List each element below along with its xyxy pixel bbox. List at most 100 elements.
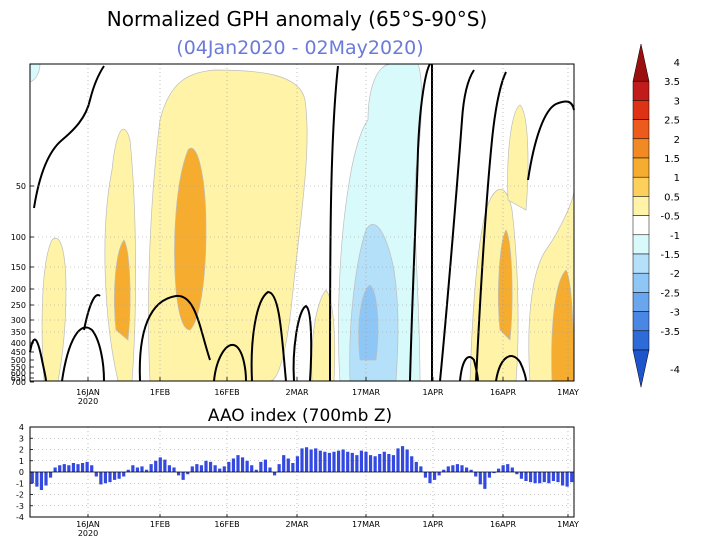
aao-bar [483, 472, 487, 489]
aao-bar [501, 465, 505, 472]
aao-bar [350, 452, 354, 473]
aao-bar [538, 472, 542, 484]
colorbar-swatch [632, 176, 650, 197]
aao-bar [542, 472, 546, 483]
aao-bar [163, 459, 167, 473]
aao-bar [391, 455, 396, 473]
aao-bar [565, 472, 569, 487]
y-tick-label: 550 [11, 363, 26, 372]
aao-y-tick-label: 4 [19, 423, 24, 432]
aao-bar [213, 465, 217, 472]
aao-bar [222, 466, 226, 473]
aao-bar [323, 451, 327, 472]
aao-y-tick-label: 1 [19, 457, 24, 466]
aao-bar [506, 464, 510, 473]
aao-x-tick-label: 16APR [490, 520, 516, 529]
aao-bar [368, 455, 373, 473]
colorbar-swatch [632, 349, 650, 388]
aao-bar [30, 472, 34, 484]
aao-x-tick-label: 2MAR [285, 520, 308, 529]
y-tick-label: 400 [11, 339, 26, 348]
y-tick-label: 50 [16, 182, 26, 191]
x-tick-label: 1APR [423, 388, 444, 397]
colorbar-swatch [632, 253, 650, 274]
aao-bar [419, 466, 423, 473]
aao-y-tick-label: 2 [19, 446, 24, 455]
colorbar-tick-label: 1.5 [664, 154, 680, 165]
aao-bar [167, 465, 172, 472]
aao-bar [314, 448, 318, 473]
aao-bar [432, 472, 437, 480]
aao-x-tick-label: 17MAR [352, 520, 381, 529]
colorbar-swatch [632, 292, 650, 312]
x-tick-label: 2MAR [285, 388, 308, 397]
aao-bar [510, 467, 514, 472]
y-tick-label: 300 [11, 316, 26, 325]
aao-y-tick-label: -4 [16, 513, 24, 522]
colorbar-tick-label: 3.5 [664, 77, 680, 88]
aao-bar [378, 454, 382, 472]
aao-y-tick-label: -3 [16, 502, 24, 511]
aao-bar [414, 461, 418, 473]
aao-bar [112, 472, 117, 480]
chart-title: Normalized GPH anomaly (65°S-90°S) [107, 7, 488, 31]
x-tick-label: 16JAN [76, 388, 100, 397]
aao-x-tick-sublabel: 2020 [78, 529, 98, 538]
aao-x-tick-label: 1APR [423, 520, 444, 529]
aao-bar [94, 472, 98, 477]
aao-y-tick-label: 3 [19, 434, 24, 443]
colorbar-tick-label: 4 [674, 58, 680, 69]
colorbar-swatch [632, 330, 650, 351]
aao-bar [341, 449, 345, 472]
aao-bar [135, 467, 140, 472]
aao-bar [58, 465, 62, 472]
aao-bar [259, 461, 263, 473]
chart-subtitle: (04Jan2020 - 02May2020) [176, 37, 423, 59]
aao-bar [382, 451, 386, 472]
aao-bar [268, 467, 272, 472]
aao-bar [199, 465, 204, 472]
aao-bar [547, 472, 551, 484]
aao-bar [364, 451, 368, 472]
aao-bar [117, 472, 121, 479]
y-tick-label: 150 [11, 263, 26, 272]
aao-x-tick-label: 1MAY [557, 520, 579, 529]
aao-bar [295, 456, 300, 472]
colorbar-tick-label: -2 [670, 269, 680, 280]
aao-bar [515, 472, 519, 475]
aao-bar [144, 469, 149, 472]
colorbar-swatch [632, 215, 650, 236]
aao-bar [76, 464, 80, 473]
aao-bar [460, 465, 464, 472]
x-tick-label: 16FEB [214, 388, 239, 397]
colorbar-tick-label: 2 [674, 135, 680, 146]
aao-bar [346, 451, 350, 472]
colorbar-tick-label: -0.5 [660, 212, 680, 223]
y-tick-label: 500 [11, 356, 26, 365]
colorbar-swatch [632, 43, 650, 82]
aao-bar [524, 472, 528, 481]
aao-bar [85, 461, 89, 473]
aao-bar [195, 464, 199, 473]
aao-bar [44, 472, 48, 486]
aao-bar [332, 451, 336, 472]
aao-bar [186, 472, 190, 475]
aao-bar [218, 468, 222, 473]
colorbar-swatch [632, 100, 650, 120]
y-tick-label: 700 [11, 378, 26, 387]
aao-bar [172, 467, 176, 472]
colorbar-tick-label: -3 [670, 308, 680, 319]
colorbar-swatch [632, 157, 650, 178]
aao-bar [464, 467, 469, 472]
aao-y-tick-label: -1 [16, 479, 24, 488]
aao-bar [149, 464, 153, 473]
y-tick-label: 600 [11, 369, 26, 378]
aao-bar [181, 472, 185, 480]
aao-bar [560, 472, 565, 486]
aao-bar [140, 466, 144, 473]
aao-bar [304, 447, 309, 472]
aao-bar [300, 448, 304, 473]
y-tick-label: 250 [11, 301, 26, 310]
y-tick-label: 100 [11, 233, 26, 242]
y-tick-label: 350 [11, 328, 26, 337]
